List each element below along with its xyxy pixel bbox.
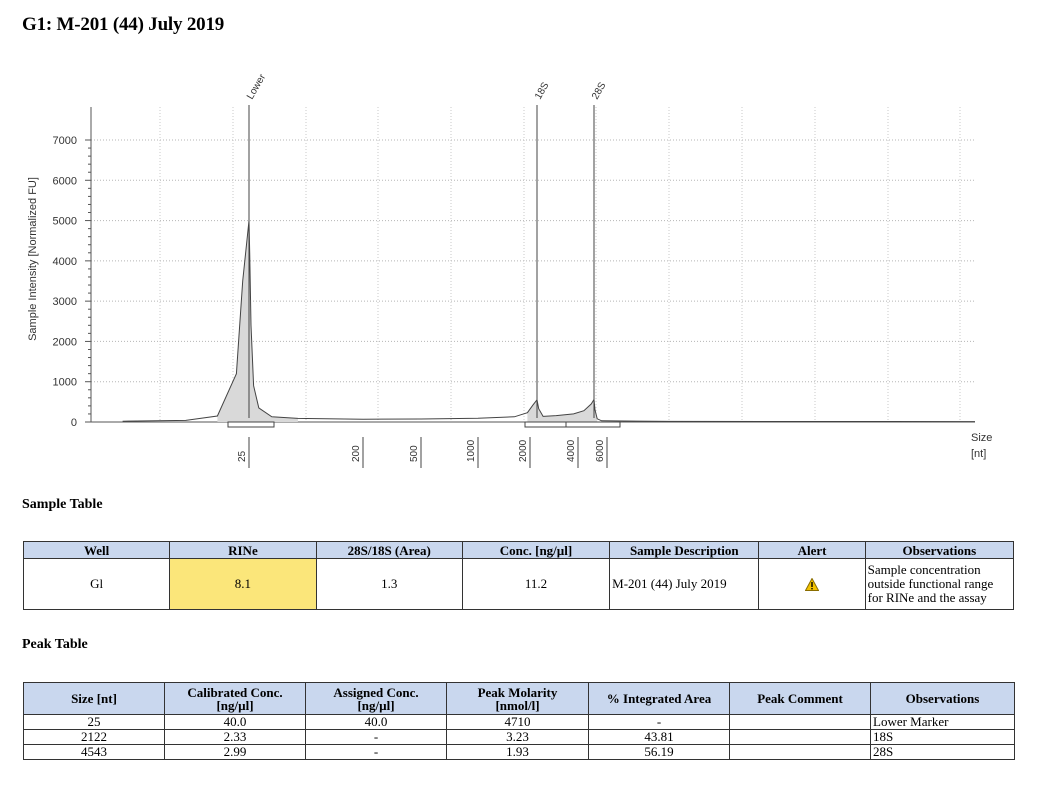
col-header: RINe [169, 541, 317, 559]
comment-cell [729, 744, 871, 760]
peak-label: 28S [590, 80, 609, 101]
y-tick-label: 6000 [53, 175, 77, 187]
sample-table-header: Well RINe 28S/18S (Area) Conc. [ng/µl] S… [22, 541, 1015, 559]
molarity-cell: 1.93 [446, 744, 589, 760]
col-header: Observations [870, 682, 1015, 715]
y-tick-label: 3000 [53, 296, 77, 308]
page-title: G1: M-201 (44) July 2019 [22, 14, 225, 35]
col-header: 28S/18S (Area) [315, 541, 463, 559]
conc-cell: 11.2 [461, 558, 611, 610]
integration-bracket [565, 421, 621, 428]
rine-cell: 8.1 [169, 558, 317, 610]
x-axis-label-unit: [nt] [971, 448, 986, 460]
x-axis-label: Size [971, 432, 992, 444]
assigned-conc-cell: 40.0 [305, 714, 447, 730]
ladder-tick-label: 6000 [595, 439, 606, 462]
y-tick-label: 4000 [53, 256, 77, 268]
col-header: Well [22, 541, 171, 559]
col-header: Size [nt] [23, 682, 165, 715]
warning-icon [805, 578, 820, 592]
electropherogram-chart: 0 1000 2000 3000 4000 5000 6000 7000 Lower 18S 28… [27, 72, 992, 468]
observations-cell: 18S [870, 729, 1015, 745]
cal-conc-cell: 2.33 [164, 729, 306, 745]
observations-cell: Lower Marker [870, 714, 1015, 730]
area-cell: 43.81 [588, 729, 730, 745]
y-tick-label: 0 [71, 417, 77, 429]
table-row: 25 40.0 40.0 4710 - Lower Marker [23, 714, 1015, 730]
peak-table: Size [nt] Calibrated Conc. [ng/µl] Assign… [23, 682, 1015, 760]
size-cell: 4543 [23, 744, 165, 760]
ladder-tick-label: 2000 [518, 439, 529, 462]
sample-table: Well RINe 28S/18S (Area) Conc. [ng/µl] S… [22, 541, 1015, 610]
y-axis-label: Sample Intensity [Normalized FU] [27, 177, 39, 341]
chart-trace [122, 220, 976, 423]
comment-cell [729, 714, 871, 730]
y-tick-label: 1000 [53, 377, 77, 389]
ladder-tick-label: 25 [237, 450, 248, 462]
col-header: Alert [758, 541, 866, 559]
size-cell: 25 [23, 714, 165, 730]
ladder-tick-label: 1000 [466, 439, 477, 462]
cal-conc-cell: 40.0 [164, 714, 306, 730]
y-tick-label: 5000 [53, 216, 77, 228]
assigned-conc-cell: - [305, 744, 447, 760]
peak-table-header: Size [nt] Calibrated Conc. [ng/µl] Assign… [23, 682, 1015, 715]
assigned-conc-cell: - [305, 729, 447, 745]
col-header: Calibrated Conc. [ng/µl] [164, 682, 306, 715]
col-header: Observations [864, 541, 1015, 559]
chart-grid [91, 107, 975, 422]
chart-ladder: 25 200 500 1000 2000 4000 6000 [227, 421, 621, 468]
area-cell: - [588, 714, 730, 730]
peak-label: 18S [533, 80, 552, 101]
molarity-cell: 3.23 [446, 729, 589, 745]
table-row: 2122 2.33 - 3.23 43.81 18S [23, 729, 1015, 745]
col-header: Conc. [ng/µl] [461, 541, 611, 559]
alert-cell [758, 558, 866, 610]
area-cell: 56.19 [588, 744, 730, 760]
table-row: Gl 8.1 1.3 11.2 M-201 (44) July 2019 Sam… [22, 558, 1015, 610]
col-header: Peak Comment [729, 682, 871, 715]
size-cell: 2122 [23, 729, 165, 745]
comment-cell [729, 729, 871, 745]
col-header: Sample Description [609, 541, 760, 559]
y-tick-label: 7000 [53, 135, 77, 147]
chart-peak-labels: Lower 18S 28S [245, 72, 609, 418]
well-cell: Gl [22, 558, 171, 610]
peak-table-heading: Peak Table [22, 637, 88, 652]
description-cell: M-201 (44) July 2019 [609, 558, 760, 610]
integration-bracket [524, 421, 567, 428]
peak-area [217, 220, 298, 422]
observations-cell: Sample concentration outside functional … [864, 558, 1015, 610]
cal-conc-cell: 2.99 [164, 744, 306, 760]
col-header: Peak Molarity [nmol/l] [446, 682, 589, 715]
col-header: % Integrated Area [588, 682, 730, 715]
y-tick-label: 2000 [53, 336, 77, 348]
observations-cell: 28S [870, 744, 1015, 760]
peak-label: Lower [245, 72, 268, 102]
ratio-cell: 1.3 [315, 558, 463, 610]
ladder-tick-label: 200 [351, 445, 362, 462]
chart-axes: 0 1000 2000 3000 4000 5000 6000 7000 [53, 107, 975, 429]
ladder-tick-label: 4000 [566, 439, 577, 462]
table-row: 4543 2.99 - 1.93 56.19 28S [23, 744, 1015, 760]
molarity-cell: 4710 [446, 714, 589, 730]
integration-bracket [227, 421, 275, 428]
ladder-tick-label: 500 [409, 445, 420, 462]
sample-table-heading: Sample Table [22, 497, 103, 512]
col-header: Assigned Conc. [ng/µl] [305, 682, 447, 715]
